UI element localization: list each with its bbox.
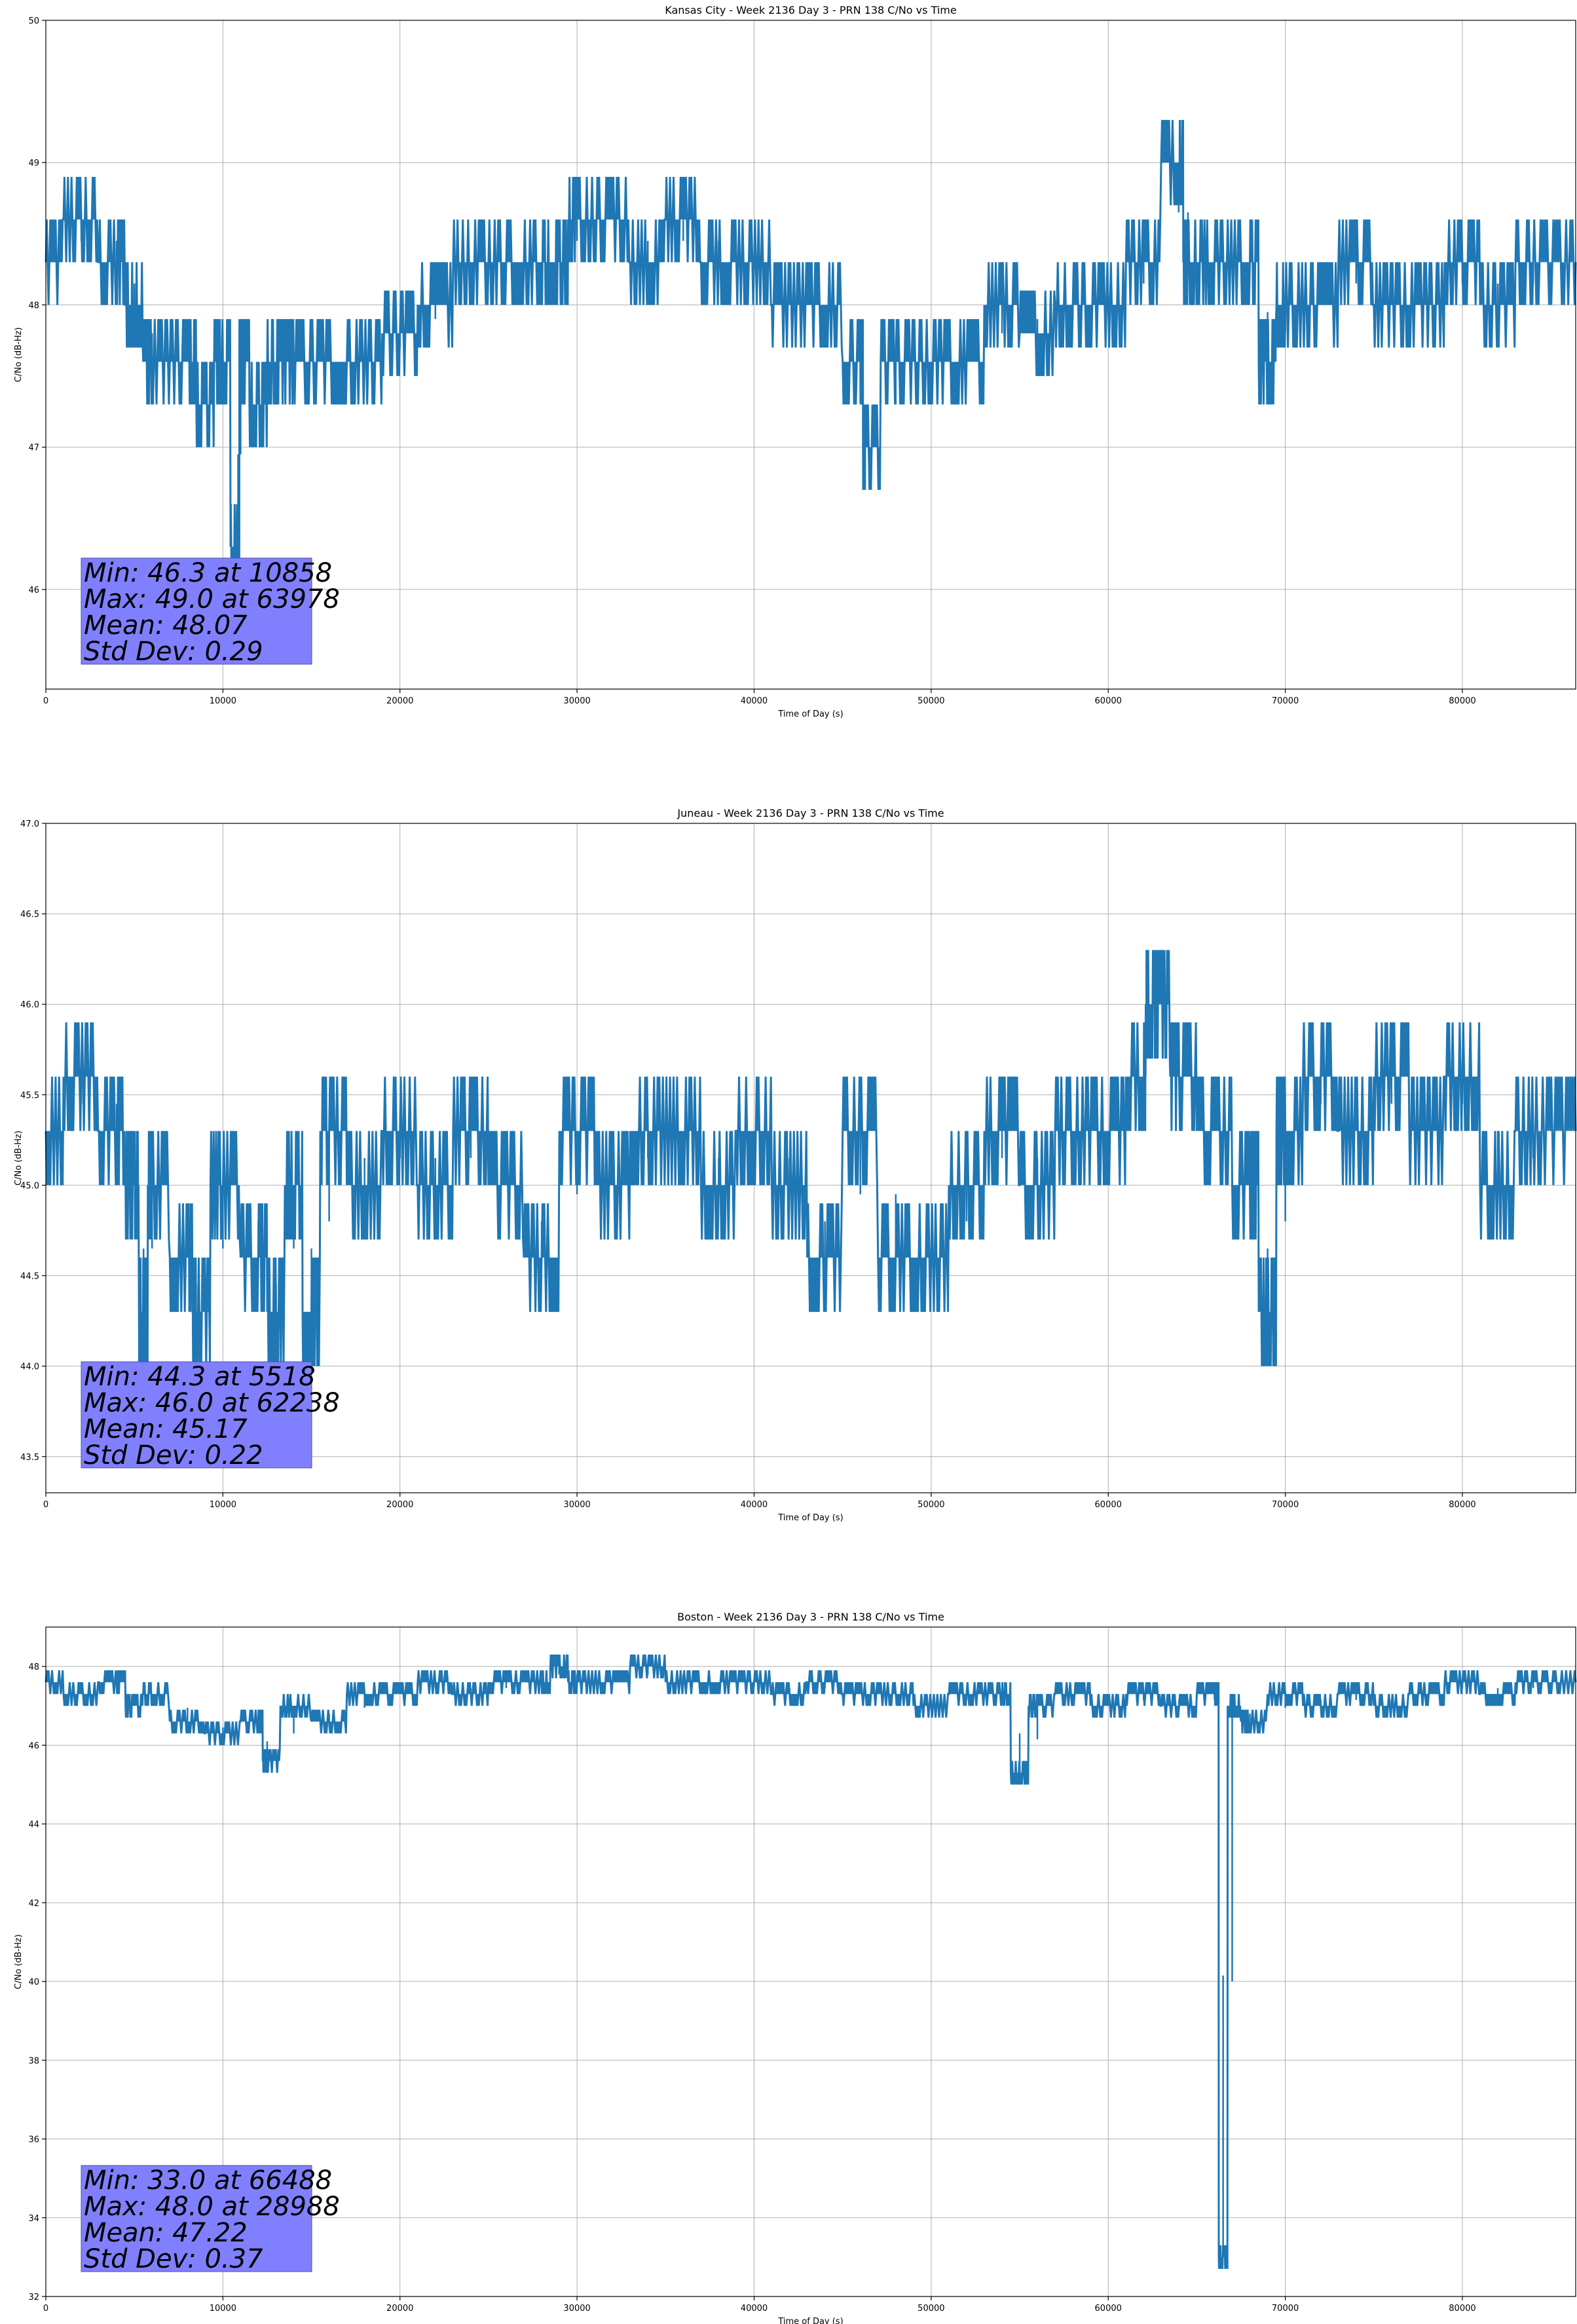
series-line [45, 120, 1577, 590]
x-tick-label: 70000 [1272, 2304, 1299, 2314]
y-tick-label: 46 [28, 1741, 39, 1751]
plot-frame [45, 1626, 1576, 2297]
y-tick-label: 49 [28, 159, 39, 168]
x-tick-label: 10000 [210, 2304, 236, 2314]
stat-max: Max: 48.0 at 28988 [84, 2192, 340, 2222]
y-tick-label: 46 [28, 586, 39, 595]
x-axis-label: Time of Day (s) [777, 2317, 843, 2324]
x-tick-label: 70000 [1272, 1500, 1299, 1510]
y-tick-label: 32 [28, 2293, 39, 2302]
x-tick-label: 80000 [1449, 696, 1475, 706]
stat-min: Min: 33.0 at 66488 [84, 2165, 332, 2196]
x-tick-label: 70000 [1272, 696, 1299, 706]
stat-std-dev: Std Dev: 0.37 [84, 2244, 263, 2274]
stats-box-background [81, 1361, 312, 1469]
x-tick-label: 50000 [918, 696, 944, 706]
y-tick-label: 42 [28, 1899, 39, 1909]
x-tick-label: 10000 [210, 696, 236, 706]
y-tick-label: 47 [28, 443, 39, 453]
x-tick-label: 40000 [741, 696, 768, 706]
x-tick-label: 30000 [563, 2304, 590, 2314]
plot-frame [45, 823, 1576, 1493]
chart-title: Juneau - Week 2136 Day 3 - PRN 138 C/No … [677, 807, 944, 819]
stat-std-dev: Std Dev: 0.29 [84, 637, 263, 667]
x-tick-label: 0 [43, 2304, 48, 2314]
x-tick-label: 50000 [918, 2304, 944, 2314]
series-path [45, 950, 1577, 1366]
stats-box-background [81, 557, 312, 665]
x-tick-label: 60000 [1095, 1500, 1122, 1510]
series-line [45, 950, 1577, 1366]
y-tick-label: 46.0 [20, 1000, 39, 1010]
y-tick-label: 36 [28, 2135, 39, 2145]
y-tick-label: 46.5 [20, 910, 39, 920]
x-tick-label: 20000 [386, 2304, 413, 2314]
y-axis-label: C/No (dB-Hz) [14, 1131, 24, 1186]
x-tick-label: 80000 [1449, 1500, 1475, 1510]
chart-panel-1: 0 10000 20000 30000 40000 50000 60000 70000 8000… [14, 4, 1577, 719]
chart-title: Kansas City - Week 2136 Day 3 - PRN 138 … [665, 4, 956, 16]
x-tick-label: 20000 [386, 1500, 413, 1510]
y-tick-label: 48 [28, 1662, 39, 1672]
x-axis-label: Time of Day (s) [777, 709, 843, 719]
y-axis-label: C/No (dB-Hz) [14, 1934, 24, 1989]
x-tick-label: 0 [43, 696, 48, 706]
y-tick-label: 44 [28, 1820, 39, 1830]
stat-mean: Mean: 48.07 [84, 610, 248, 641]
chart-panel-2: 0 10000 20000 30000 40000 50000 60000 70000 8000… [14, 807, 1577, 1523]
series-line [45, 1654, 1577, 2269]
y-tick-label: 44.0 [20, 1362, 39, 1372]
x-tick-label: 40000 [741, 2304, 768, 2314]
y-tick-label: 34 [28, 2214, 39, 2224]
gridlines [45, 1627, 1576, 2297]
y-tick-label: 40 [28, 1977, 39, 1987]
y-tick-label: 43.5 [20, 1453, 39, 1463]
stats-box-background [81, 2165, 312, 2272]
x-tick-label: 60000 [1095, 696, 1122, 706]
stat-mean: Mean: 47.22 [84, 2218, 248, 2248]
x-tick-label: 40000 [741, 1500, 768, 1510]
y-axis-label: C/No (dB-Hz) [14, 328, 24, 383]
x-tick-label: 30000 [563, 696, 590, 706]
y-tick-label: 45.5 [20, 1091, 39, 1100]
x-tick-label: 80000 [1449, 2304, 1475, 2314]
y-tick-label: 45.0 [20, 1181, 39, 1191]
stat-min: Min: 46.3 at 10858 [84, 558, 332, 588]
y-tick-label: 50 [28, 16, 39, 26]
y-tick-label: 47.0 [20, 819, 39, 829]
x-axis-label: Time of Day (s) [777, 1513, 843, 1523]
stat-max: Max: 49.0 at 63978 [84, 584, 340, 614]
y-tick-label: 44.5 [20, 1272, 39, 1282]
y-tick-label: 38 [28, 2056, 39, 2066]
x-tick-label: 20000 [386, 696, 413, 706]
x-tick-label: 60000 [1095, 2304, 1122, 2314]
x-tick-label: 30000 [563, 1500, 590, 1510]
series-path [45, 120, 1577, 590]
stat-min: Min: 44.3 at 5518 [84, 1362, 316, 1392]
plot-frame [45, 20, 1576, 690]
x-tick-label: 10000 [210, 1500, 236, 1510]
chart-title: Boston - Week 2136 Day 3 - PRN 138 C/No … [677, 1611, 944, 1623]
chart-panel-3: 0 10000 20000 30000 40000 50000 60000 70000 8000… [14, 1611, 1577, 2324]
stat-mean: Mean: 45.17 [84, 1414, 248, 1444]
stat-max: Max: 46.0 at 62238 [84, 1388, 340, 1418]
x-tick-label: 0 [43, 1500, 48, 1510]
stat-std-dev: Std Dev: 0.22 [84, 1440, 263, 1471]
series-path [45, 1654, 1577, 2269]
x-tick-label: 50000 [918, 1500, 944, 1510]
y-tick-label: 48 [28, 301, 39, 310]
